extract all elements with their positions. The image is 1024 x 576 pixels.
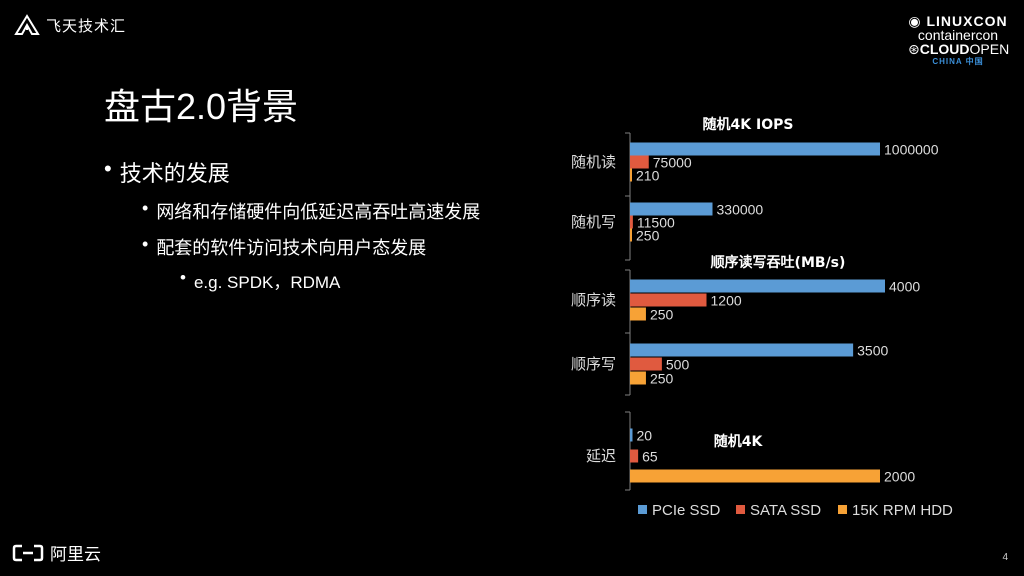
legend-swatch — [838, 505, 847, 514]
legend-swatch — [638, 505, 647, 514]
bullet-level-3: • e.g. SPDK，RDMA — [180, 268, 341, 292]
data-label: 3500 — [857, 343, 888, 359]
bullet-level-1: • 技术的发展 — [104, 156, 230, 186]
conference-logo: ◉ LINUXCON containercon ⊛CLOUDOPEN CHINA… — [908, 13, 1010, 66]
bullet-level-2: • 网络和存储硬件向低延迟高吞吐高速发展 — [142, 198, 481, 222]
bar-15k-rpm-hdd — [630, 168, 632, 182]
data-label: 250 — [650, 371, 674, 387]
bar-pcie-ssd — [630, 279, 885, 293]
page-number: 4 — [1002, 552, 1008, 563]
bar-sata-ssd — [630, 155, 649, 169]
data-label: 500 — [666, 357, 690, 373]
conference-line-3: ⊛CLOUDOPEN — [908, 41, 1010, 57]
bar-pcie-ssd — [630, 428, 633, 442]
data-label: 250 — [650, 307, 674, 323]
data-label: 11500 — [637, 215, 675, 231]
bar-sata-ssd — [630, 449, 639, 463]
legend-label: SATA SSD — [750, 502, 821, 519]
bar-15k-rpm-hdd — [630, 228, 632, 242]
category-label: 顺序读 — [571, 291, 616, 309]
data-label: 4000 — [889, 279, 920, 295]
legend-label: 15K RPM HDD — [852, 502, 953, 519]
apsara-logo-icon — [14, 14, 40, 35]
category-label: 随机写 — [571, 213, 616, 231]
bar-pcie-ssd — [630, 202, 713, 216]
chart-annotation: 顺序读写吞吐(MB/s) — [711, 254, 846, 271]
bullet-level-2: • 配套的软件访问技术向用户态发展 — [142, 234, 427, 258]
bar-pcie-ssd — [630, 343, 854, 357]
conference-line-1: ◉ LINUXCON — [908, 13, 1008, 29]
aliyun-logo: 阿里云 — [12, 540, 101, 565]
slide-title: 盘古2.0背景 — [104, 86, 299, 127]
data-label: 20 — [637, 428, 653, 444]
category-label: 顺序写 — [571, 355, 616, 373]
bullet-icon: • — [142, 234, 149, 254]
conference-line-2: containercon — [917, 27, 999, 43]
data-label: 210 — [636, 168, 660, 184]
category-label: 随机读 — [571, 153, 616, 171]
bullet-icon: • — [142, 198, 149, 218]
brand-logo: 飞天技术汇 — [14, 14, 126, 36]
legend-label: PCIe SSD — [652, 502, 721, 519]
bar-sata-ssd — [630, 293, 707, 307]
bar-15k-rpm-hdd — [630, 469, 880, 483]
bar-sata-ssd — [630, 357, 662, 371]
data-label: 2000 — [884, 469, 915, 485]
legend-swatch — [736, 505, 745, 514]
bar-pcie-ssd — [630, 142, 880, 156]
bullet-icon: • — [180, 268, 186, 287]
data-label: 330000 — [717, 202, 764, 218]
linux-icon: ◉ — [908, 13, 922, 29]
data-label: 65 — [642, 449, 658, 465]
aliyun-icon — [12, 544, 44, 561]
conference-line-4: CHINA 中国 — [932, 57, 984, 66]
data-label: 75000 — [653, 155, 692, 171]
bar-15k-rpm-hdd — [630, 371, 646, 385]
chart-annotation: 随机4K — [714, 433, 764, 450]
cloud-icon: ⊛ — [908, 41, 920, 57]
bar-15k-rpm-hdd — [630, 307, 646, 321]
aliyun-logo-text: 阿里云 — [50, 545, 101, 564]
bar-sata-ssd — [630, 215, 633, 229]
bullet-icon: • — [104, 156, 112, 181]
data-label: 1000000 — [884, 142, 939, 158]
data-label: 250 — [636, 228, 660, 244]
chart-annotation: 随机4K IOPS — [703, 116, 794, 133]
category-label: 延迟 — [586, 447, 616, 465]
brand-name: 飞天技术汇 — [46, 17, 127, 35]
data-label: 1200 — [711, 293, 742, 309]
